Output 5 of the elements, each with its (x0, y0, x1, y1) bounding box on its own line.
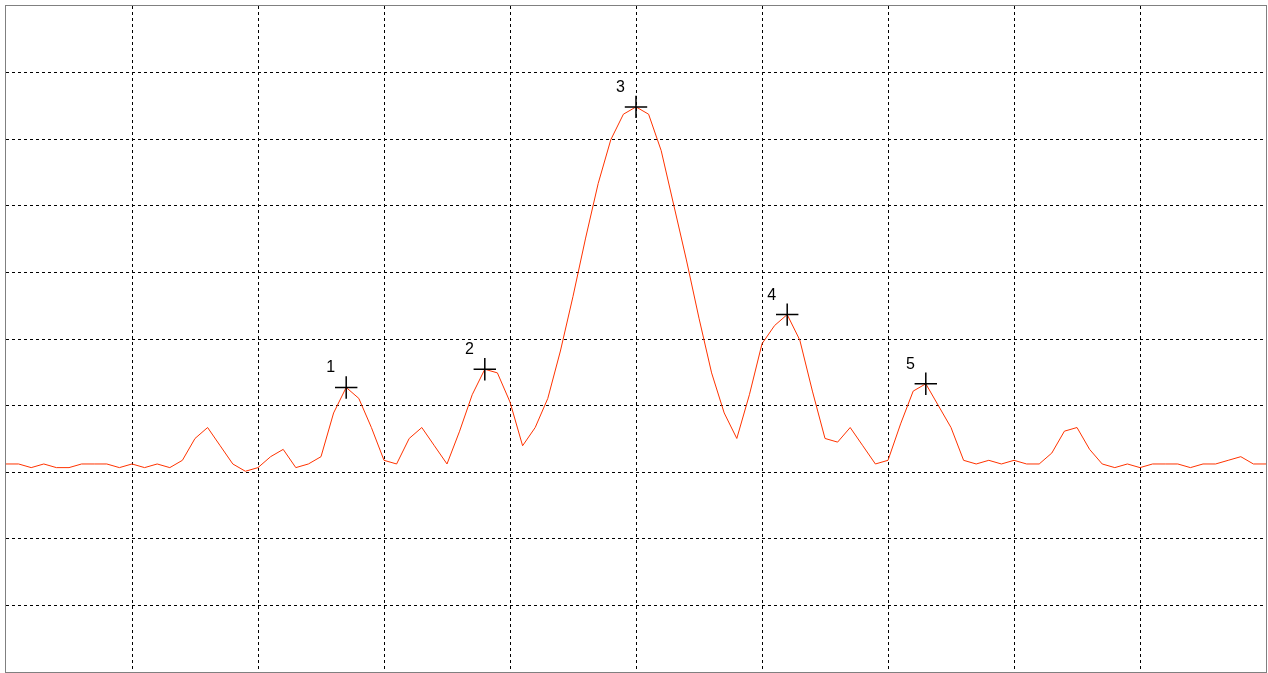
annotation: 5 (905, 354, 915, 372)
annotation: 4 (767, 285, 777, 303)
text: 3 (616, 77, 626, 95)
annotation: 1 (326, 358, 336, 376)
annotation: 2 (464, 340, 474, 358)
